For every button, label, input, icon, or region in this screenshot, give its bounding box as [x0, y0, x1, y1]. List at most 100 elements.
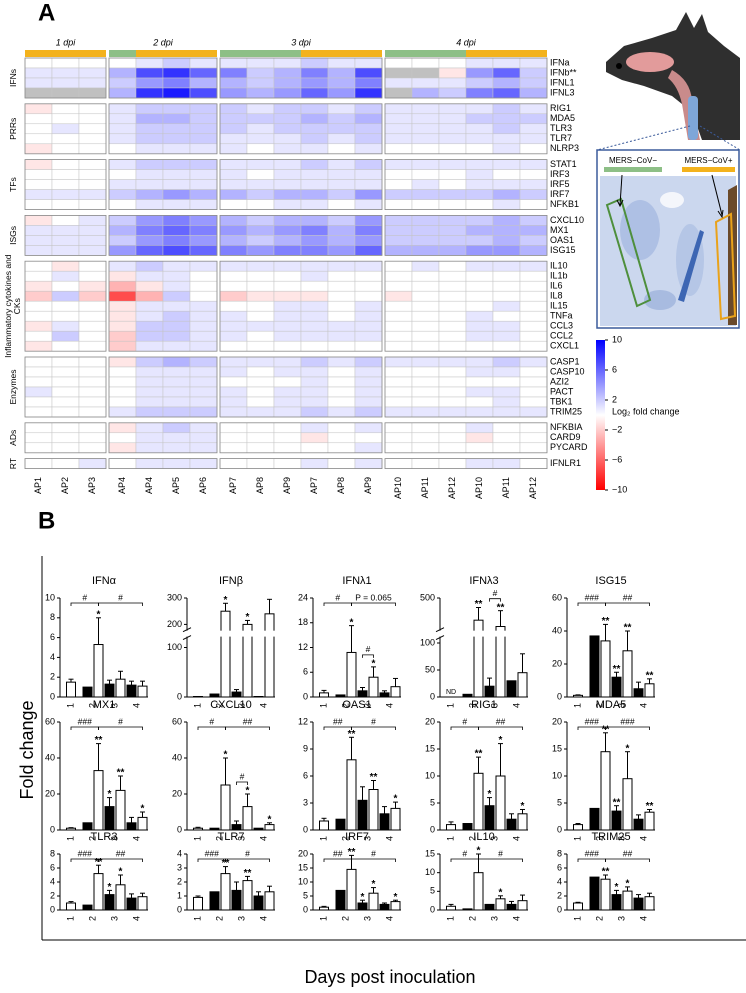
heatmap-cell [189, 320, 218, 332]
significance: * [119, 867, 123, 878]
heatmap-cell [465, 215, 494, 226]
heatmap-cell [51, 280, 80, 292]
heatmap-cell [465, 310, 494, 322]
heatmap-cell [465, 290, 494, 302]
heatmap-cell [219, 123, 248, 135]
heatmap-cell [438, 406, 467, 418]
heatmap-cell [246, 199, 275, 210]
heatmap-cell [465, 87, 494, 99]
significance: * [499, 735, 503, 746]
bracket-label: # [462, 716, 467, 726]
heatmap-cell [189, 199, 218, 210]
heatmap-cell [438, 422, 467, 434]
row-group-frame [24, 260, 107, 352]
bar [506, 680, 517, 698]
heatmap-cell [108, 179, 137, 190]
heatmap-cell [246, 356, 275, 368]
bracket-label: # [240, 771, 245, 781]
bar [137, 816, 148, 831]
heatmap-cell [135, 260, 164, 272]
bar [368, 676, 379, 698]
significance: * [499, 887, 503, 898]
heatmap-cell [246, 386, 275, 398]
heatmap-cell [411, 340, 440, 352]
row-group-label: Inflammatory cytokines and CKs [3, 254, 22, 358]
bracket-label: ### [585, 716, 599, 726]
heatmap-cell [519, 245, 548, 256]
bar [93, 770, 104, 831]
heatmap-cell [246, 77, 275, 89]
heatmap-cell [411, 199, 440, 210]
heatmap-cell [219, 376, 248, 388]
x-tick-label: 1 [445, 916, 455, 921]
heatmap-cell [411, 260, 440, 272]
bar [611, 676, 622, 698]
heatmap-cell [411, 406, 440, 418]
y-tick-label: 5 [430, 886, 435, 896]
heatmap-cell [273, 260, 302, 272]
heatmap-cell [327, 77, 356, 89]
heatmap-cell [78, 103, 107, 115]
heatmap-cell [108, 189, 137, 200]
heatmap-cell [384, 406, 413, 418]
heatmap-cell [411, 169, 440, 180]
significance: * [615, 882, 619, 893]
heatmap-cell [162, 458, 191, 469]
heatmap-cell [108, 280, 137, 292]
heatmap-cell [384, 422, 413, 434]
row-group-frame [219, 159, 383, 211]
significance: ** [602, 867, 610, 878]
heatmap-cell [327, 376, 356, 388]
condition-bar [79, 50, 106, 57]
heatmap-cell [219, 113, 248, 125]
row-group-frame [24, 57, 107, 99]
x-tick-label: 2 [87, 836, 97, 841]
heatmap-cell [108, 199, 137, 210]
heatmap-cell [273, 133, 302, 145]
y-tick-label: 20 [298, 848, 308, 858]
heatmap-cell [519, 320, 548, 332]
heatmap-cell [492, 406, 521, 418]
value-label: ND [446, 689, 456, 696]
heatmap-cell [162, 77, 191, 89]
heatmap-cell [354, 280, 383, 292]
y-tick-label: 18 [298, 617, 308, 627]
heatmap-cell [300, 133, 329, 145]
heatmap-cell [519, 386, 548, 398]
heatmap-cell [24, 376, 53, 388]
heatmap-cell [24, 366, 53, 378]
heatmap-cell [519, 366, 548, 378]
x-tick-label: 4 [258, 703, 268, 708]
bar [357, 902, 368, 911]
heatmap-cell [273, 386, 302, 398]
x-tick-label: 2 [594, 836, 604, 841]
heatmap-cell [78, 270, 107, 282]
heatmap-cell [273, 366, 302, 378]
heatmap-cell [189, 235, 218, 246]
bar [126, 897, 137, 911]
row-label: MDA5 [550, 113, 575, 123]
bracket-label: # [118, 592, 123, 602]
heatmap-cell [51, 340, 80, 352]
condition-bar [328, 50, 355, 57]
column-label: AP11 [420, 477, 430, 498]
heatmap-cell [108, 159, 137, 170]
x-tick-label: 3 [236, 836, 246, 841]
heatmap-cell [384, 57, 413, 69]
heatmap-cell [438, 225, 467, 236]
heatmap-cell [438, 235, 467, 246]
heatmap-cell [438, 290, 467, 302]
heatmap-cell [162, 103, 191, 115]
bar [231, 889, 242, 911]
row-label: CXCL1 [550, 341, 579, 351]
bracket-label: # [498, 848, 503, 858]
heatmap-cell [246, 432, 275, 444]
y-tick-label: 0 [50, 904, 55, 914]
heatmap-cell [24, 340, 53, 352]
heatmap-cell [51, 432, 80, 444]
colorbar-tick-label: −10 [612, 484, 627, 494]
heatmap-cell [135, 280, 164, 292]
x-tick-label: 4 [638, 836, 648, 841]
heatmap-cell [51, 320, 80, 332]
row-group-frame [24, 214, 107, 256]
